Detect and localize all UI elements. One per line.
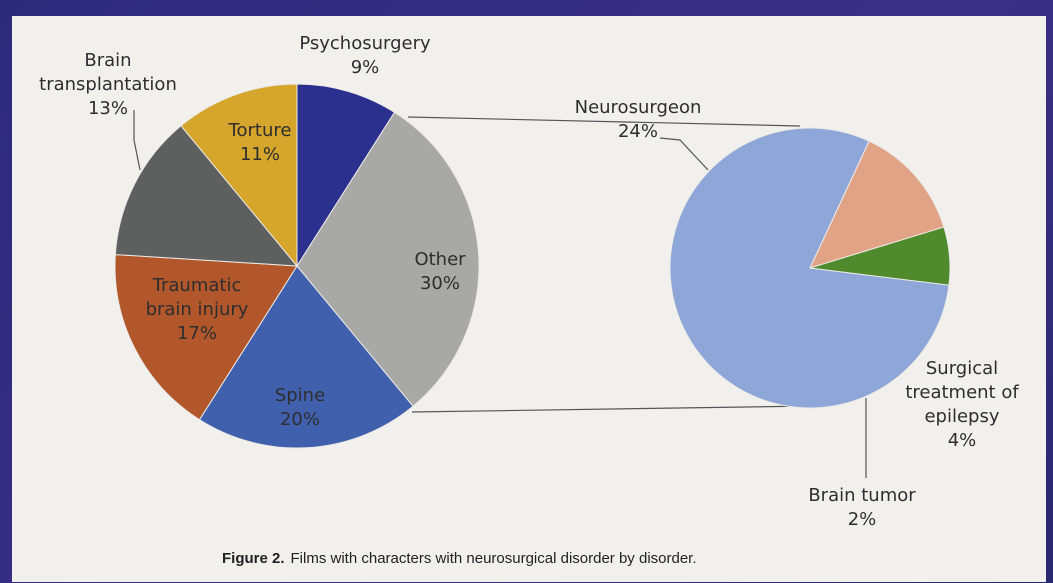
pie-slice bbox=[809, 140, 945, 269]
value-label: 2% bbox=[847, 509, 877, 530]
category-label: Spine bbox=[274, 385, 326, 406]
value-label: 30% bbox=[419, 273, 460, 294]
slice-label: Psychosurgery 9% bbox=[275, 32, 455, 80]
slice-label: Other 30% bbox=[395, 248, 485, 296]
leader-line bbox=[133, 110, 141, 171]
value-label: 11% bbox=[239, 144, 280, 165]
slice-label: Torture 11% bbox=[210, 119, 310, 167]
pie-slice bbox=[296, 83, 396, 268]
value-label: 17% bbox=[176, 323, 217, 344]
slice-label: Brain tumor 2% bbox=[792, 484, 932, 532]
pie-slice bbox=[296, 111, 480, 407]
slice-label: Brain transplantation 13% bbox=[23, 49, 193, 121]
category-label: Torture bbox=[228, 120, 292, 141]
value-label: 9% bbox=[350, 57, 380, 78]
slice-label: Spine 20% bbox=[255, 384, 345, 432]
slice-label: Neurosurgeon 24% bbox=[558, 96, 718, 144]
slice-label: Surgical treatment of epilepsy 4% bbox=[892, 357, 1032, 453]
connectors bbox=[133, 110, 867, 478]
value-label: 4% bbox=[947, 430, 977, 451]
pie-slice bbox=[180, 83, 298, 268]
caption: Figure 2. Films with characters with neur… bbox=[222, 550, 697, 567]
category-label: Traumatic brain injury bbox=[145, 275, 249, 320]
category-label: Brain tumor bbox=[808, 485, 916, 506]
value-label: 13% bbox=[87, 98, 128, 119]
pie-slice bbox=[114, 254, 298, 421]
value-label: 20% bbox=[279, 409, 320, 430]
value-label: 24% bbox=[617, 121, 658, 142]
category-label: Other bbox=[414, 249, 466, 270]
category-label: Brain transplantation bbox=[39, 50, 177, 95]
slice-label: Traumatic brain injury 17% bbox=[132, 274, 262, 346]
category-label: Surgical treatment of epilepsy bbox=[905, 358, 1019, 427]
caption-text: Films with characters with neurosurgical… bbox=[290, 550, 697, 567]
category-label: Neurosurgeon bbox=[574, 97, 702, 118]
pie-slice bbox=[809, 226, 951, 286]
leader-line bbox=[659, 137, 709, 171]
pies bbox=[114, 83, 951, 449]
caption-label: Figure 2. bbox=[222, 550, 285, 567]
category-label: Psychosurgery bbox=[299, 33, 431, 54]
pie-slice bbox=[198, 265, 414, 449]
connector-line bbox=[411, 405, 813, 413]
connector-line bbox=[407, 116, 801, 127]
pie-slice bbox=[114, 125, 299, 267]
